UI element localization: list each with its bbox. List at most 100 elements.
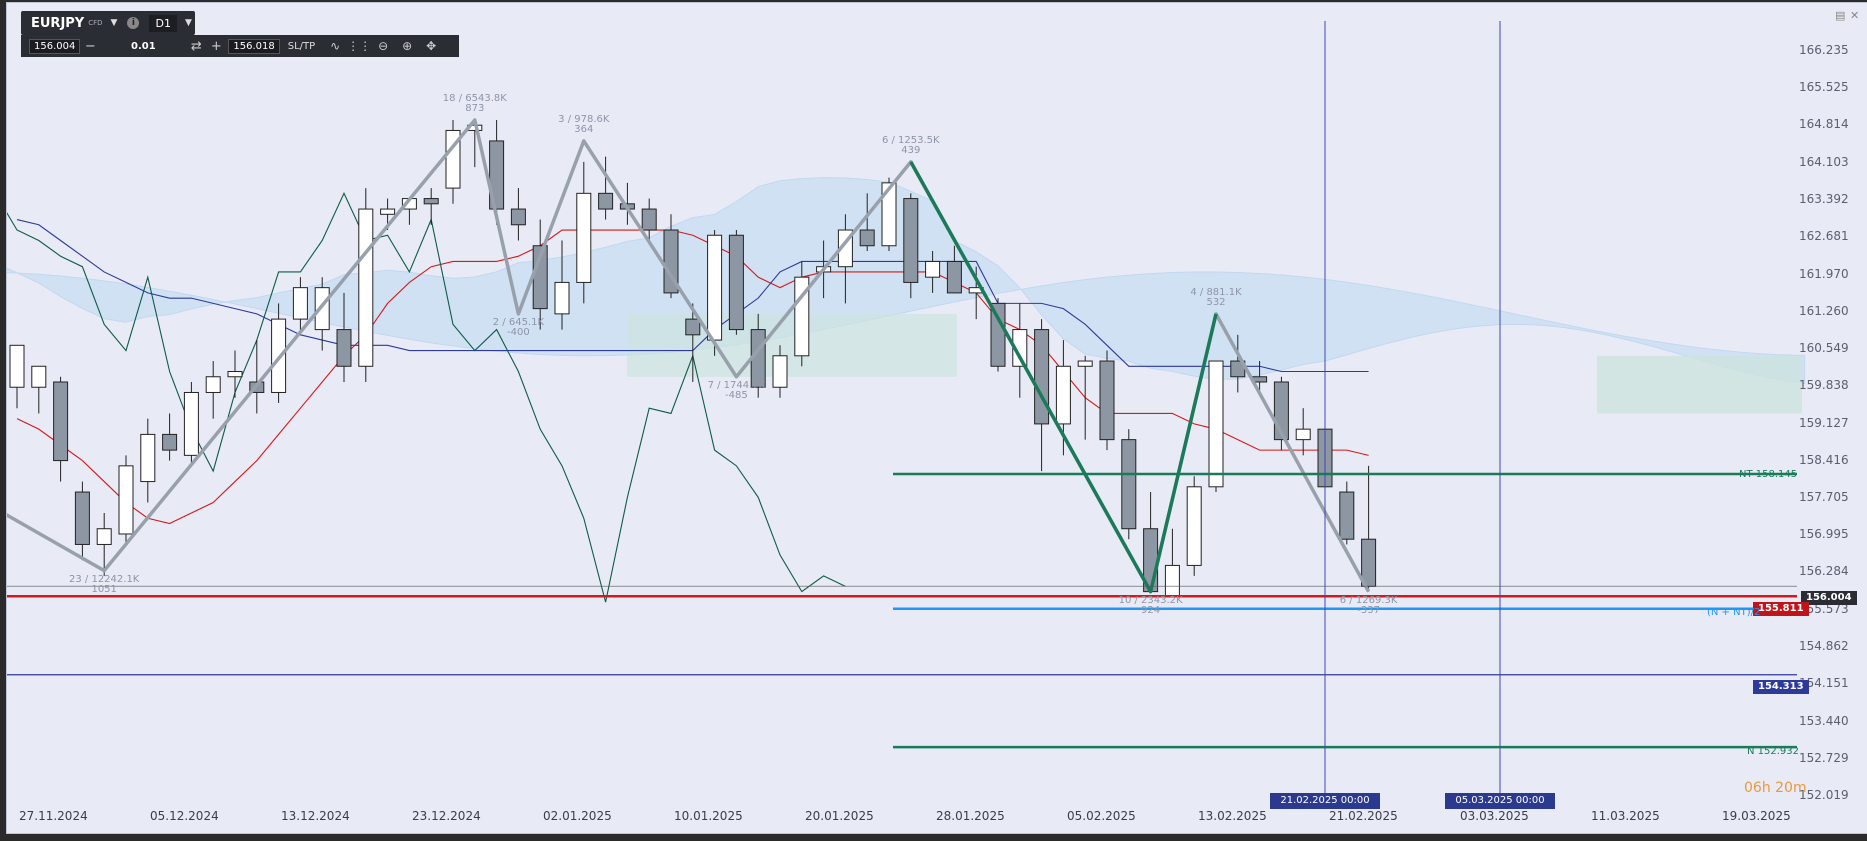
candle: [990, 298, 1006, 372]
timeframe-dropdown-icon[interactable]: ▼: [184, 18, 192, 28]
candle: [1121, 429, 1137, 540]
swap-icon[interactable]: ⇄: [190, 38, 202, 54]
candle-body: [118, 465, 134, 535]
time-tick-label: 19.03.2025: [1722, 809, 1791, 823]
timeframe-selector[interactable]: D1: [149, 14, 177, 32]
candle-body: [227, 371, 243, 378]
candle-body: [990, 302, 1006, 367]
chart-window[interactable]: 166.235 165.525 164.814 164.103 163.392 162.6…: [6, 2, 1867, 834]
zigzag-label: 3 / 978.6K 364: [558, 113, 610, 135]
order-bar: 156.004 − 0.01 ⇄ + 156.018 SL/TP ∿ ⋮⋮ ⊖ …: [21, 35, 459, 57]
time-tick-label: 10.01.2025: [674, 809, 743, 823]
candle: [946, 245, 962, 294]
price-tick-label: 152.019: [1799, 788, 1849, 802]
kumo-cloud-green-future: [1597, 355, 1802, 414]
price-tick-label: 164.103: [1799, 154, 1849, 169]
lot-decrease-button[interactable]: −: [84, 38, 96, 54]
time-tick-label: 02.01.2025: [543, 809, 612, 823]
symbol-name[interactable]: EURJPY: [31, 15, 85, 31]
candle: [510, 188, 526, 241]
candle-body: [1339, 491, 1355, 540]
candle: [1295, 408, 1311, 456]
horizontal-levels: [7, 472, 1797, 749]
zigzag-label: 18 / 6543.8K 873: [442, 92, 507, 114]
candle-body: [292, 287, 308, 320]
zigzag-green-line: [909, 161, 1218, 594]
time-tick-label: 03.03.2025: [1460, 809, 1529, 823]
candle-timer: 06h 20m: [1744, 780, 1807, 796]
candle: [1208, 360, 1224, 493]
sltp-button[interactable]: SL/TP: [287, 40, 316, 52]
candle: [423, 188, 439, 225]
candle: [576, 161, 592, 304]
symbol-dropdown-icon[interactable]: ▼: [110, 18, 118, 28]
candle: [1077, 355, 1093, 440]
candle-body: [881, 182, 897, 247]
nt-level-label: NT 158.145: [1739, 469, 1798, 480]
candle-body: [271, 318, 287, 393]
zigzag-label: 2 / 645.1K -400: [492, 316, 545, 338]
candle-body: [1164, 564, 1180, 598]
vertical-markers: [1324, 21, 1501, 793]
candle-body: [707, 234, 723, 341]
midline-label: (N + NT)/2: [1707, 607, 1761, 618]
kumo-cloud-green: [627, 313, 957, 377]
indicators-icon[interactable]: ⋮⋮: [347, 39, 372, 53]
price-tick-label: 156.284: [1799, 564, 1849, 579]
info-icon[interactable]: i: [127, 17, 140, 29]
time-tick-label: 27.11.2024: [19, 809, 88, 823]
candle-body: [314, 287, 330, 331]
candle-body: [380, 208, 396, 215]
instrument-type: CFD: [88, 19, 103, 27]
candle: [183, 381, 199, 466]
candle-body: [903, 198, 919, 283]
price-chart[interactable]: [7, 3, 1867, 833]
candle-body: [728, 234, 744, 331]
crosshair-icon[interactable]: ✥: [426, 39, 437, 53]
time-tick-label: 20.01.2025: [805, 809, 874, 823]
zigzag-label: 10 / 2343.2K 924: [1118, 594, 1183, 616]
price-tick-label: 161.970: [1799, 266, 1849, 281]
candle: [9, 344, 25, 409]
candle: [74, 481, 90, 561]
price-tick-label: 164.814: [1799, 117, 1849, 132]
candle: [271, 303, 287, 403]
close-icon[interactable]: ✕: [1850, 9, 1860, 22]
zoom-out-icon[interactable]: ⊖: [378, 39, 389, 53]
candle-body: [1077, 360, 1093, 367]
candle-body: [1034, 329, 1050, 425]
candle: [1099, 350, 1115, 451]
time-tick-label: 23.12.2024: [412, 809, 481, 823]
candle-body: [663, 229, 679, 294]
candle-body: [53, 381, 69, 462]
sell-price-button[interactable]: 156.004: [29, 38, 81, 54]
candle-body: [9, 344, 25, 388]
candle-body: [96, 528, 112, 545]
price-tick-label: 159.838: [1799, 378, 1849, 393]
current-price-tag: 156.004: [1801, 591, 1857, 605]
line-chart-icon[interactable]: ∿: [330, 39, 341, 53]
candle-body: [576, 192, 592, 283]
chart-toolbar: EURJPY CFD ▼ i D1 ▼ 156.004 − 0.01 ⇄ + 1…: [21, 11, 459, 57]
candle-body: [1121, 439, 1137, 530]
zoom-in-icon[interactable]: ⊕: [402, 39, 413, 53]
candle: [162, 413, 178, 461]
price-tick-label: 154.151: [1799, 676, 1849, 691]
lot-size-input[interactable]: 0.01: [131, 40, 156, 52]
time-tick-label: 21.02.2025: [1329, 809, 1398, 823]
price-tick-label: 158.416: [1799, 452, 1849, 467]
price-tick-label: 165.525: [1799, 80, 1849, 95]
candle: [314, 277, 330, 351]
candle: [663, 214, 679, 299]
candle: [1164, 528, 1180, 598]
candle-body: [31, 365, 47, 388]
candle-body: [510, 208, 526, 226]
lot-increase-button[interactable]: +: [210, 38, 222, 54]
time-tick-label: 13.02.2025: [1198, 809, 1267, 823]
red-level-tag: 155.811: [1753, 602, 1809, 616]
vertical-marker-tag-2: 05.03.2025 00:00: [1445, 793, 1555, 809]
buy-price-button[interactable]: 156.018: [228, 38, 280, 54]
restore-icon[interactable]: ▤: [1835, 9, 1846, 22]
candle: [598, 156, 614, 220]
price-tick-label: 152.729: [1799, 750, 1849, 765]
